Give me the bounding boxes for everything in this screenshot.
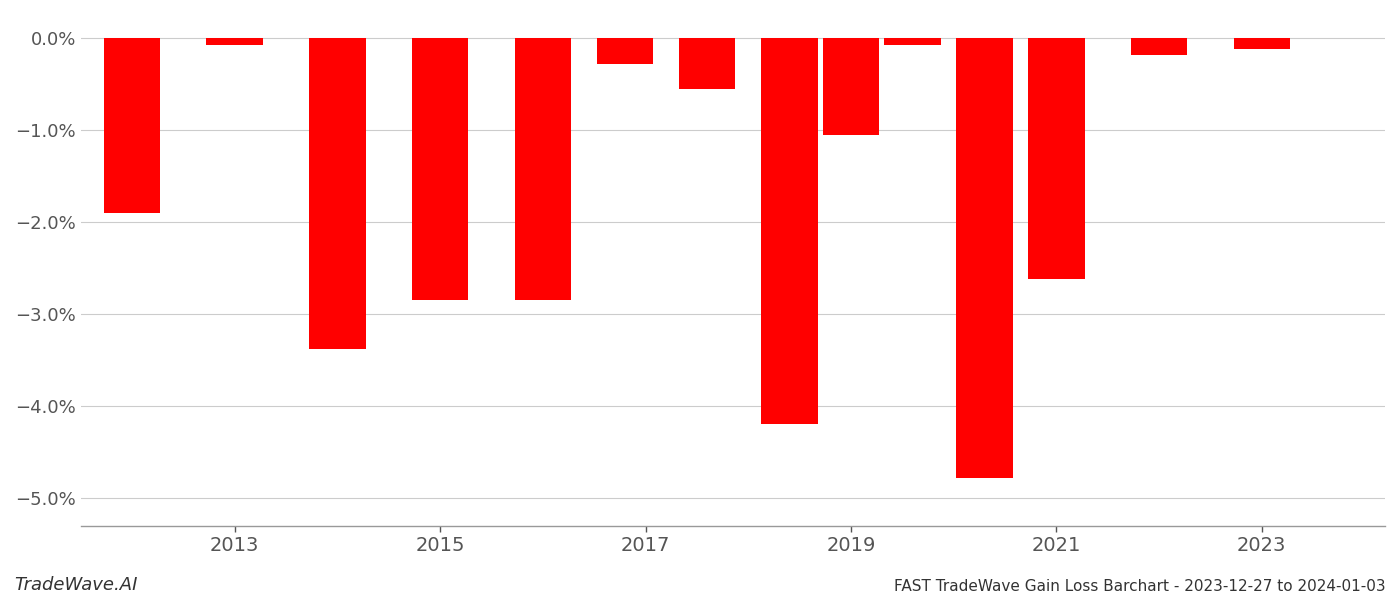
Bar	[309, 38, 365, 349]
Bar	[823, 38, 879, 134]
Bar	[885, 38, 941, 46]
Text: FAST TradeWave Gain Loss Barchart - 2023-12-27 to 2024-01-03: FAST TradeWave Gain Loss Barchart - 2023…	[895, 579, 1386, 594]
Bar	[206, 38, 263, 46]
Bar	[679, 38, 735, 89]
Bar	[596, 38, 654, 64]
Bar	[1233, 38, 1289, 49]
Bar	[956, 38, 1012, 478]
Bar	[515, 38, 571, 300]
Bar	[104, 38, 160, 213]
Text: TradeWave.AI: TradeWave.AI	[14, 576, 137, 594]
Bar	[1131, 38, 1187, 55]
Bar	[1028, 38, 1085, 279]
Bar	[762, 38, 818, 424]
Bar	[412, 38, 469, 300]
